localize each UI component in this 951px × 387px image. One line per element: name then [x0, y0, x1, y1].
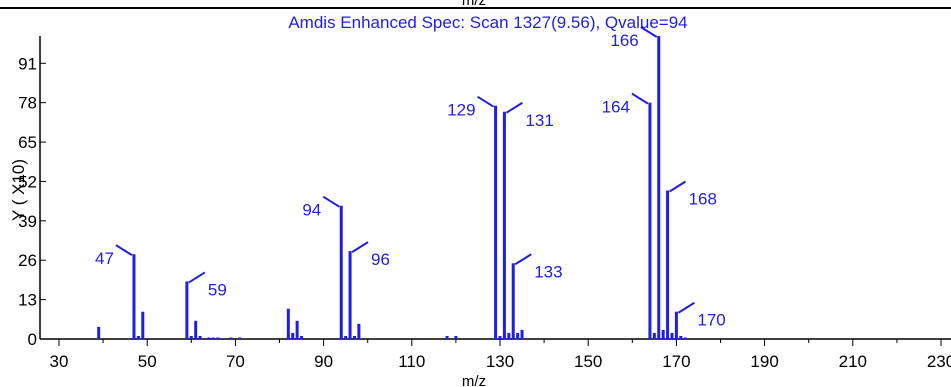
peak-bar — [352, 335, 356, 339]
peak-bar — [211, 337, 215, 339]
x-tick-label: 50 — [138, 352, 157, 371]
peak-bar — [295, 320, 299, 339]
peak-bar — [136, 335, 140, 339]
peak-bar — [511, 263, 515, 339]
peak-label-leader — [514, 253, 532, 266]
y-tick-label: 65 — [18, 133, 37, 152]
peak-bar — [661, 329, 665, 339]
peak-bar — [357, 323, 361, 339]
peak-label: 47 — [95, 249, 114, 268]
chart-title: Amdis Enhanced Spec: Scan 1327(9.56), Qv… — [288, 13, 687, 32]
y-axis-ticks: 0 13 26 39 52 65 78 91 — [18, 54, 46, 349]
peak-bar — [348, 251, 352, 339]
peak-bar — [507, 332, 511, 339]
peak-label: 59 — [208, 280, 227, 299]
peak-bar — [185, 281, 189, 339]
peak-label-leader — [477, 95, 495, 108]
peak-bar — [498, 335, 502, 339]
y-tick-label: 0 — [28, 330, 37, 349]
x-tick-label: 230 — [927, 352, 951, 371]
x-tick-label: 170 — [662, 352, 690, 371]
peak-bar — [198, 335, 202, 339]
peak-bar — [657, 36, 661, 339]
peak-label: 131 — [525, 111, 553, 130]
peak-bar — [652, 332, 656, 339]
y-tick-label: 78 — [18, 94, 37, 113]
peak-bar — [666, 190, 670, 339]
spectrum-peaks — [97, 36, 687, 339]
peak-bar — [207, 337, 211, 339]
top-axis-label: m/z — [462, 0, 486, 9]
peak-label-leader — [677, 301, 695, 314]
peak-bar — [141, 311, 145, 339]
peak-bar — [445, 335, 449, 339]
peak-bar — [132, 254, 136, 339]
peak-label-leader — [115, 244, 133, 257]
peak-label-leader — [505, 101, 523, 114]
x-axis-title: m/z — [462, 373, 486, 387]
peak-bar — [291, 332, 295, 339]
peak-bar — [502, 111, 506, 339]
x-tick-label: 30 — [50, 352, 69, 371]
peak-label: 133 — [534, 262, 562, 281]
peak-label-leader — [351, 241, 369, 253]
peak-label-leader — [640, 26, 658, 38]
peak-bar — [300, 335, 304, 339]
peak-label-leader — [631, 92, 649, 105]
x-tick-label: 150 — [574, 352, 602, 371]
peak-bar — [674, 311, 678, 339]
x-tick-label: 70 — [226, 352, 245, 371]
peak-bar — [648, 102, 652, 339]
peak-label: 129 — [447, 101, 475, 120]
peak-bar — [454, 335, 458, 339]
peak-bar — [520, 329, 524, 339]
peak-bar — [339, 205, 343, 339]
peak-label: 94 — [302, 201, 321, 220]
peak-label-leader — [322, 195, 340, 208]
peak-bar — [679, 335, 683, 339]
x-tick-label: 110 — [398, 352, 425, 371]
peak-bar — [494, 105, 498, 339]
peak-label-leader — [669, 180, 687, 193]
y-axis-title: Y ( X10) — [9, 159, 28, 221]
peak-bar — [229, 337, 233, 339]
peak-label: 96 — [371, 250, 390, 269]
peak-label: 166 — [610, 31, 638, 50]
y-tick-label: 13 — [18, 291, 37, 310]
peak-bar — [344, 335, 348, 339]
x-tick-label: 190 — [750, 352, 778, 371]
y-tick-label: 26 — [18, 251, 37, 270]
peak-label: 168 — [689, 190, 717, 209]
y-tick-label: 52 — [18, 172, 37, 191]
peak-label: 164 — [602, 98, 630, 117]
y-tick-label: 91 — [18, 54, 37, 73]
peak-bar — [286, 308, 290, 339]
peak-bar — [97, 326, 101, 339]
peak-label: 170 — [697, 311, 725, 330]
peak-labels: 47 59 94 96 129 131 133 164 166 168 170 — [95, 26, 726, 330]
peak-bar — [516, 332, 520, 339]
peak-bar — [238, 337, 242, 339]
peak-bar — [670, 332, 674, 339]
peak-bar — [194, 320, 198, 339]
peak-label-leader — [188, 271, 206, 284]
x-tick-label: 90 — [314, 352, 333, 371]
peak-bar — [216, 337, 220, 339]
y-tick-label: 39 — [18, 212, 37, 231]
peak-bar — [683, 337, 687, 339]
x-tick-label: 130 — [486, 352, 514, 371]
x-axis-ticks: 30 50 70 90 110 130 150 170 190 210 230 — [50, 339, 951, 371]
peak-bar — [189, 335, 193, 339]
x-tick-label: 210 — [839, 352, 867, 371]
